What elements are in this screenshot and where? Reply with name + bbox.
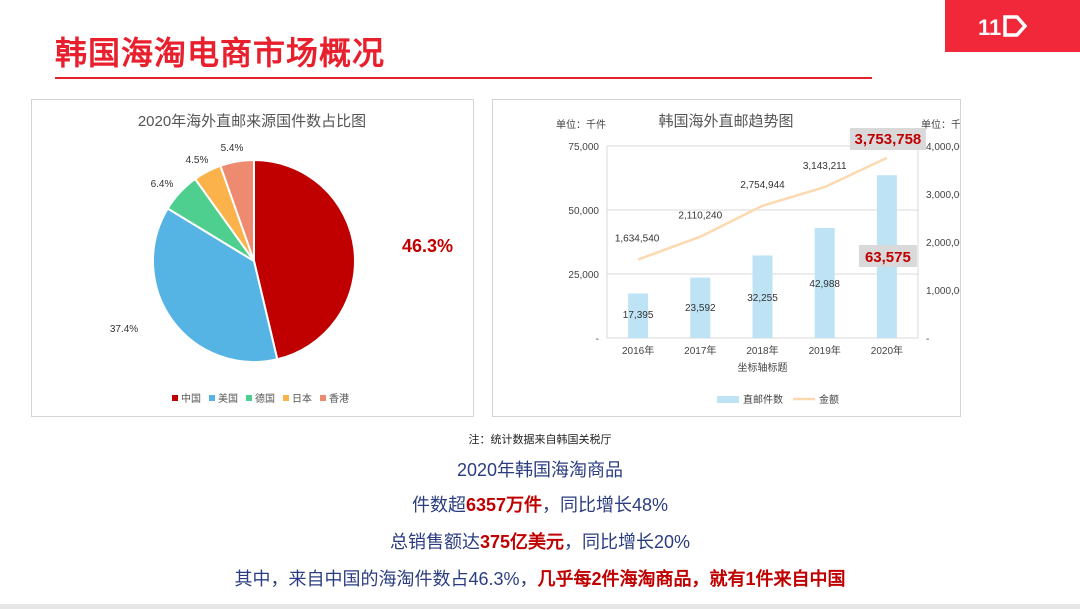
legend-bar-swatch [717, 396, 739, 403]
pie-title: 2020年海外直邮来源国件数占比图 [138, 113, 366, 130]
left-unit-label: 单位：千件 [556, 118, 606, 131]
pie-data-label: 5.4% [221, 143, 244, 154]
sales-prefix: 总销售额达 [389, 532, 480, 552]
sales-highlight: 375亿美元 [479, 532, 564, 552]
left-tick-label: - [596, 334, 599, 345]
line-data-label: 3,143,211 [803, 161, 847, 172]
right-unit-label: 单位：千美元 [921, 118, 960, 131]
summary-heading: 2020年韩国海淘商品 [456, 460, 624, 480]
legend-label: 香港 [329, 393, 349, 405]
trend-chart-panel: 韩国海外直邮趋势图 单位：千件 单位：千美元 - 25,000 50,000 75,000 -… [492, 99, 981, 417]
right-tick-label: 2,000,000 [926, 238, 960, 249]
bar-label-bg [858, 245, 917, 267]
brand-logo: 11 [945, 0, 1080, 52]
pie-data-label: 4.5% [186, 155, 209, 166]
page-title: 韩国海淘电商市场概况 [55, 35, 386, 71]
left-tick-label: 25,000 [568, 270, 599, 281]
title-divider [55, 77, 872, 79]
line-label-bg [849, 128, 926, 150]
right-tick-label: 3,000,000 [926, 190, 960, 201]
x-axis-title: 坐标轴标题 [738, 361, 788, 374]
summary-china: 其中，来自中国的海淘件数占46.3%，几乎每2件海淘商品，就有1件来自中国 [0, 565, 1080, 591]
summary-count: 件数超6357万件，同比增长48% [0, 491, 1080, 517]
bar-data-label: 63,575 [865, 249, 911, 266]
bar-data-label: 32,255 [747, 293, 778, 304]
legend-swatch [283, 395, 289, 401]
bar-2017年 [690, 277, 711, 338]
amount-line [637, 156, 888, 261]
source-note: 注：统计数据来自韩国关税厅 [468, 434, 612, 446]
right-tick-label: - [926, 334, 929, 345]
line-data-label: 1,634,540 [615, 234, 660, 245]
legend-label: 德国 [255, 392, 275, 405]
pie-chart: 2020年海外直邮来源国件数占比图 46.3% 37.4% 6.4% 4.5% 5.4% 中… [110, 113, 453, 405]
bar-data-label: 23,592 [685, 303, 716, 314]
x-tick-label: 2017年 [684, 344, 716, 357]
count-highlight: 6357万件 [465, 495, 542, 515]
svg-text:11: 11 [978, 15, 1001, 40]
pie-slice-2 [152, 207, 279, 363]
count-prefix: 件数超 [411, 495, 466, 515]
legend-swatch [320, 395, 326, 401]
legend-label: 美国 [218, 392, 238, 405]
trend-title: 韩国海外直邮趋势图 [658, 113, 793, 130]
china-prefix: 其中，来自中国的海淘件数占46.3%， [234, 569, 538, 589]
legend-swatch [246, 395, 252, 401]
pie-slice-5 [219, 158, 255, 262]
pie-data-label: 46.3% [402, 236, 453, 256]
legend-bar-label: 直邮件数 [743, 393, 783, 406]
bar-2019年 [814, 227, 835, 338]
bottom-bar [0, 604, 1080, 609]
pie-slice-1 [253, 158, 356, 361]
line-data-label: 3,753,758 [855, 131, 922, 148]
legend-label: 日本 [292, 392, 312, 405]
bar-2016年 [628, 293, 649, 338]
legend-line-label: 金额 [819, 393, 839, 406]
left-tick-label: 50,000 [568, 206, 599, 217]
legend-swatch [209, 395, 215, 401]
summary-sales: 总销售额达375亿美元，同比增长20% [0, 528, 1080, 554]
left-tick-label: 75,000 [568, 142, 599, 153]
pie-data-label: 6.4% [151, 179, 174, 190]
logo-11-icon: 11 [978, 15, 1028, 40]
x-tick-label: 2019年 [809, 344, 841, 357]
x-tick-label: 2018年 [746, 344, 778, 357]
x-tick-label: 2020年 [871, 344, 903, 357]
trend-chart: 韩国海外直邮趋势图 单位：千件 单位：千美元 - 25,000 50,000 75,000 -… [556, 113, 981, 406]
sales-suffix: ，同比增长20% [564, 532, 691, 552]
x-tick-label: 2016年 [622, 344, 654, 357]
line-data-label: 2,754,944 [740, 180, 785, 191]
right-tick-label: 1,000,000 [926, 286, 960, 297]
pie-chart-panel: 2020年海外直邮来源国件数占比图 46.3% 37.4% 6.4% 4.5% 5.4% 中… [31, 99, 474, 417]
bar-data-label: 17,395 [623, 310, 654, 321]
legend-label: 中国 [181, 392, 201, 405]
count-suffix: ，同比增长48% [542, 495, 669, 515]
bar-2018年 [752, 255, 773, 338]
legend-swatch [172, 395, 178, 401]
pie-data-label: 37.4% [110, 324, 138, 335]
right-tick-label: 4,000,000 [926, 142, 960, 153]
line-data-label: 2,110,240 [678, 211, 722, 222]
bar-data-label: 42,988 [809, 279, 840, 290]
china-highlight: 几乎每2件海淘商品，就有1件来自中国 [537, 569, 846, 589]
